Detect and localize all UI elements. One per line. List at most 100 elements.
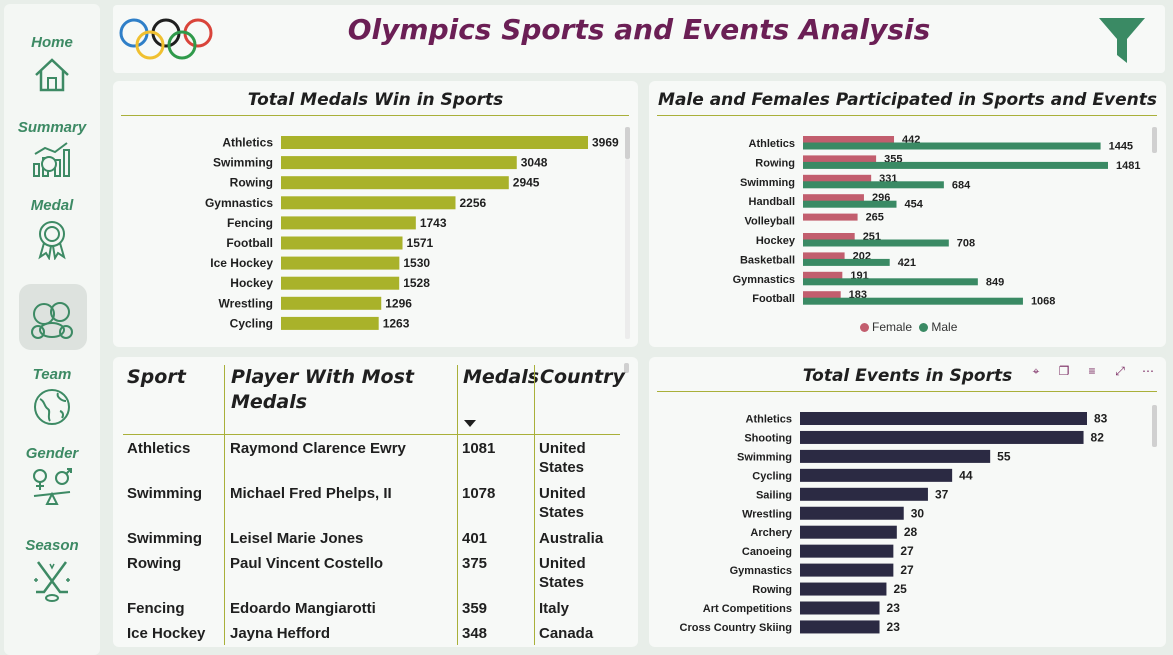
events-title-rule (657, 391, 1157, 392)
events-value-gymnastics: 27 (900, 563, 914, 577)
events-category-gymnastics: Gymnastics (730, 565, 792, 577)
events-bar-shooting[interactable] (800, 430, 1084, 444)
table-scrollbar[interactable] (624, 363, 629, 373)
events-bar-wrestling[interactable] (800, 506, 904, 520)
gender-bar-female-basketball[interactable] (803, 252, 845, 260)
events-value-cross-country-skiing: 23 (887, 620, 901, 634)
more-options-icon[interactable]: ⋯ (1142, 364, 1154, 378)
table-cell-sport: Swimming (127, 485, 203, 502)
filter-lines-icon[interactable]: ≡ (1088, 364, 1096, 378)
legend-male-dot (919, 323, 929, 332)
gender-bar-male-athletics[interactable] (803, 142, 1101, 150)
medals-bar-rowing[interactable] (281, 176, 509, 190)
sports-balls-icon (31, 302, 73, 339)
header-medals[interactable]: Medals (463, 366, 540, 388)
medals-bar-ice-hockey[interactable] (281, 256, 400, 270)
events-bar-sailing[interactable] (800, 487, 928, 501)
gender-bar-female-swimming[interactable] (803, 174, 872, 182)
pin-icon[interactable]: ⌖ (1032, 364, 1040, 378)
gender-legend: Female Male (860, 320, 957, 334)
medals-bar-cycling[interactable] (281, 316, 379, 330)
events-bar-archery[interactable] (800, 525, 897, 539)
events-bar-athletics[interactable] (800, 412, 1087, 425)
legend-female-label: Female (872, 320, 913, 334)
analytics-icon (33, 142, 70, 177)
events-value-sailing: 37 (935, 487, 949, 501)
medals-panel-title: Total Medals Win in Sports (247, 90, 504, 110)
filter-icon[interactable] (1098, 15, 1146, 65)
nav-medal[interactable]: Medal (4, 197, 100, 260)
nav-season[interactable]: Season (4, 537, 100, 602)
gender-scrollbar[interactable] (1152, 127, 1157, 153)
events-bar-canoeing[interactable] (800, 544, 894, 558)
events-category-canoeing: Canoeing (742, 546, 792, 558)
medals-bar-swimming[interactable] (281, 156, 517, 170)
medals-bar-gymnastics[interactable] (281, 196, 456, 210)
nav-sports[interactable] (4, 296, 100, 342)
gender-bar-male-handball[interactable] (803, 200, 897, 208)
medals-value-fencing: 1743 (420, 216, 447, 230)
events-value-wrestling: 30 (911, 506, 925, 520)
medals-value-rowing: 2945 (513, 176, 540, 190)
medals-scroll-track[interactable] (625, 159, 630, 339)
gender-bar-male-rowing[interactable] (803, 161, 1108, 169)
gender-bar-male-gymnastics[interactable] (803, 278, 978, 286)
medals-category-athletics: Athletics (222, 136, 273, 150)
gender-bar-female-athletics[interactable] (803, 136, 895, 143)
table-cell-country: United States (539, 440, 586, 476)
medals-bar-wrestling[interactable] (281, 296, 382, 310)
gender-bar-female-handball[interactable] (803, 194, 864, 202)
header-bar: Olympics Sports and Events Analysis (113, 5, 1165, 73)
nav-team-label: Team (32, 366, 72, 383)
events-category-cross-country-skiing: Cross Country Skiing (680, 622, 792, 634)
gender-bar-female-rowing[interactable] (803, 155, 877, 163)
events-category-shooting: Shooting (744, 432, 792, 444)
gender-value-male-basketball: 421 (898, 257, 916, 269)
nav-home[interactable]: Home (4, 34, 100, 95)
events-bar-rowing[interactable] (800, 582, 887, 596)
events-scrollbar[interactable] (1152, 405, 1157, 447)
events-bar-art-competitions[interactable] (800, 601, 880, 615)
nav-gender[interactable]: Gender (4, 445, 100, 508)
focus-mode-icon[interactable]: ⤢ (1115, 364, 1125, 378)
gender-bar-male-basketball[interactable] (803, 258, 890, 266)
events-bar-gymnastics[interactable] (800, 563, 894, 577)
table-cell-sport: Swimming (127, 530, 203, 547)
medals-value-ice-hockey: 1530 (403, 256, 430, 270)
events-value-athletics: 83 (1094, 412, 1108, 426)
sort-desc-icon[interactable] (464, 420, 476, 428)
gender-bar-female-gymnastics[interactable] (803, 271, 843, 279)
medals-value-football: 1571 (407, 236, 434, 250)
gender-bar-female-hockey[interactable] (803, 233, 855, 240)
gender-bar-male-swimming[interactable] (803, 181, 944, 189)
header-sport[interactable]: Sport (127, 366, 186, 388)
gender-bar-male-hockey[interactable] (803, 239, 949, 247)
gender-bar-female-football[interactable] (803, 291, 841, 299)
events-bar-cycling[interactable] (800, 468, 953, 482)
copy-icon[interactable]: ❐ (1058, 364, 1070, 378)
events-bar-swimming[interactable] (800, 449, 991, 463)
sidebar: Home Summary Medal (4, 4, 100, 655)
header-player[interactable]: Player With Most Medals (231, 366, 414, 413)
gender-bar-male-football[interactable] (803, 297, 1023, 305)
medals-value-hockey: 1528 (403, 276, 430, 290)
medals-scrollbar[interactable] (625, 127, 630, 159)
medals-bar-athletics[interactable] (281, 136, 588, 149)
medals-value-wrestling: 1296 (385, 296, 412, 310)
nav-summary[interactable]: Summary (4, 119, 100, 180)
gender-value-male-gymnastics: 849 (986, 276, 1004, 288)
nav-team[interactable]: Team (4, 366, 100, 427)
table-cell-player: Raymond Clarence Ewry (230, 440, 406, 457)
medals-bar-hockey[interactable] (281, 276, 400, 290)
header-country[interactable]: Country (540, 366, 625, 388)
gender-category-swimming: Swimming (740, 177, 795, 189)
table-cell-medals: 359 (462, 600, 488, 617)
events-bar-cross-country-skiing[interactable] (800, 620, 880, 634)
gender-category-rowing: Rowing (755, 157, 795, 169)
events-value-swimming: 55 (997, 449, 1011, 463)
gender-bar-female-volleyball[interactable] (803, 213, 858, 221)
legend-female-dot (860, 323, 869, 332)
medals-bar-fencing[interactable] (281, 216, 416, 230)
medals-bar-football[interactable] (281, 236, 403, 250)
table-cell-medals: 375 (462, 555, 488, 572)
